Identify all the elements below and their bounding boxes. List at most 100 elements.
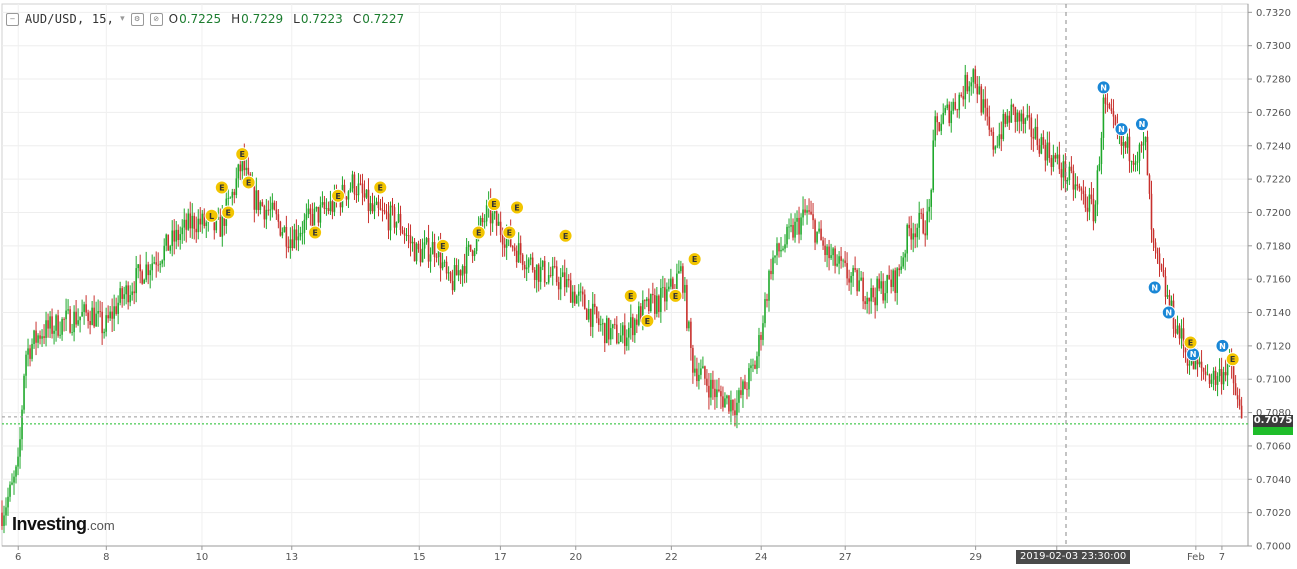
event-marker-text: E	[1188, 339, 1193, 348]
event-marker-E[interactable]	[241, 175, 256, 190]
candle-body	[888, 275, 890, 280]
candle-body	[996, 145, 999, 147]
candle-body	[928, 206, 931, 212]
event-marker-N[interactable]	[1147, 280, 1162, 295]
candle-body	[686, 284, 688, 329]
candle-body	[708, 385, 710, 398]
candle-body	[441, 262, 444, 269]
candle-body	[169, 246, 172, 251]
candle-body	[297, 236, 300, 241]
event-marker-text: N	[1139, 120, 1146, 129]
candle-body	[628, 327, 630, 338]
candle-body	[313, 208, 316, 228]
candle-body	[654, 295, 656, 314]
collapse-icon[interactable]: −	[6, 12, 19, 26]
y-tick-label: 0.7160	[1256, 275, 1291, 286]
event-marker-E[interactable]	[471, 225, 486, 240]
candle-body	[375, 201, 378, 205]
candle-body	[573, 291, 576, 304]
event-marker-E[interactable]	[308, 225, 323, 240]
candle-body	[1110, 108, 1113, 111]
candle-body	[864, 301, 866, 305]
candle-body	[109, 311, 111, 319]
candle-body	[1210, 379, 1213, 384]
candle-body	[201, 213, 204, 225]
candle-body	[938, 122, 941, 131]
candle-body	[1164, 276, 1167, 297]
candle-body	[1062, 161, 1065, 178]
candle-body	[323, 202, 326, 209]
candle-body	[131, 291, 133, 295]
candle-body	[361, 183, 364, 194]
event-marker-N[interactable]	[1215, 338, 1230, 353]
candle-body	[319, 204, 322, 223]
candle-body	[263, 205, 266, 220]
event-marker-text: E	[240, 150, 245, 159]
event-marker-E[interactable]	[502, 225, 517, 240]
candle-body	[1090, 194, 1093, 199]
event-marker-E[interactable]	[373, 180, 388, 195]
event-marker-E[interactable]	[623, 288, 638, 303]
event-marker-E[interactable]	[235, 147, 250, 162]
candle-body	[133, 291, 135, 294]
candle-body	[1188, 364, 1191, 366]
event-marker-N[interactable]	[1114, 122, 1129, 137]
event-marker-E[interactable]	[221, 205, 236, 220]
event-marker-E[interactable]	[435, 238, 450, 253]
candle-body	[1236, 395, 1239, 400]
event-marker-N[interactable]	[1134, 117, 1149, 132]
event-marker-N[interactable]	[1161, 305, 1176, 320]
candle-body	[443, 261, 446, 263]
candle-body	[213, 215, 216, 231]
candle-body	[728, 395, 730, 412]
candle-body	[912, 233, 914, 240]
event-marker-E[interactable]	[558, 228, 573, 243]
event-marker-E[interactable]	[331, 188, 346, 203]
candle-body	[1034, 126, 1037, 139]
event-marker-E[interactable]	[510, 200, 525, 215]
candle-body	[622, 325, 624, 336]
event-marker-L[interactable]	[204, 208, 219, 223]
candle-body	[419, 249, 422, 263]
candle-body	[393, 207, 396, 228]
event-marker-E[interactable]	[687, 252, 702, 267]
ohlc-low: L0.7223	[293, 12, 343, 26]
event-marker-E[interactable]	[487, 197, 502, 212]
candle-body	[680, 266, 682, 272]
candle-body	[930, 190, 933, 207]
candle-body	[794, 221, 796, 238]
hide-icon[interactable]: ⊘	[149, 12, 163, 26]
candle-body	[153, 262, 155, 264]
event-marker-N[interactable]	[1096, 80, 1111, 95]
event-marker-E[interactable]	[668, 288, 683, 303]
candle-body	[469, 244, 472, 251]
candle-body	[151, 263, 153, 271]
candle-body	[167, 234, 170, 251]
candle-body	[842, 260, 844, 262]
settings-icon[interactable]: ⚙	[130, 12, 144, 26]
crosshair	[2, 4, 1248, 546]
candle-body	[329, 201, 332, 212]
event-marker-E[interactable]	[1225, 352, 1240, 367]
candle-body	[798, 217, 800, 235]
candle-body	[345, 196, 348, 200]
candle-body	[664, 287, 666, 302]
candle-body	[1204, 371, 1207, 375]
candle-body	[712, 379, 714, 389]
candle-body	[1128, 136, 1131, 162]
candles	[1, 64, 1243, 534]
candle-body	[1180, 328, 1183, 339]
candle-body	[241, 154, 244, 172]
event-marker-text: E	[491, 200, 496, 209]
candle-body	[279, 221, 282, 236]
event-marker-E[interactable]	[640, 313, 655, 328]
candle-body	[195, 228, 198, 233]
chevron-down-icon[interactable]: ▾	[120, 14, 125, 24]
candle-body	[503, 244, 506, 248]
event-marker-E[interactable]	[1183, 335, 1198, 350]
candle-body	[1042, 137, 1045, 145]
candle-body	[71, 332, 73, 333]
event-marker-E[interactable]	[214, 180, 229, 195]
